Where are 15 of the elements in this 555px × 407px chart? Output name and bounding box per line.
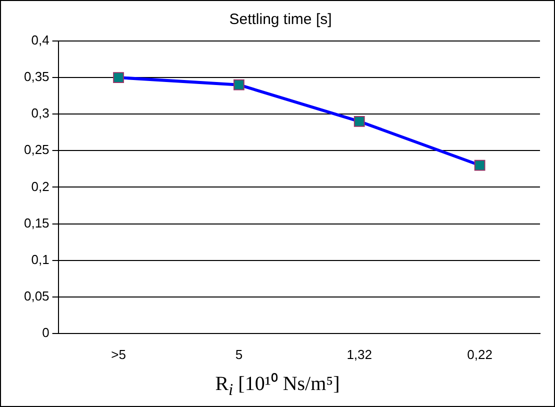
x-tick-label: 1,32: [346, 346, 372, 362]
x-tick-label: >5: [111, 346, 126, 362]
y-tick-label: 0,2: [31, 178, 50, 194]
y-tick-label: 0: [42, 324, 50, 340]
x-tick-label: 5: [235, 346, 243, 362]
x-tick-label: 0,22: [467, 346, 492, 362]
y-tick-label: 0,3: [31, 106, 50, 121]
y-tick-label: 0,05: [24, 288, 50, 304]
y-tick-label: 0,35: [24, 69, 50, 84]
y-tick-label: 0,4: [31, 32, 50, 48]
y-tick-label: 0,25: [24, 142, 50, 158]
x-axis-title: R$_{i}$ [10¹⁰ Ns/m⁵]: [214, 372, 341, 400]
chart-title: Settling time [s]: [229, 11, 332, 28]
y-tick-label: 0,15: [24, 215, 50, 230]
y-tick-label: 0,1: [31, 252, 50, 267]
